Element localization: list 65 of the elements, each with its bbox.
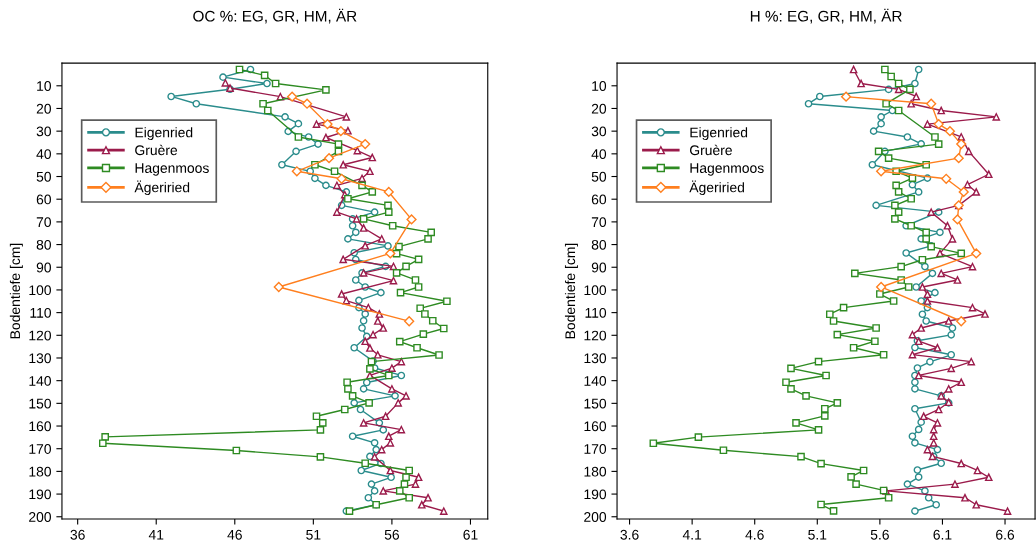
y-tick-label: 70 [591, 217, 607, 228]
legend-label: Hagenmoos [690, 163, 764, 176]
y-tick-label: 150 [29, 398, 51, 409]
y-tick-label: 20 [36, 103, 51, 114]
x-tick-label: 36 [70, 529, 85, 540]
y-axis-title: Bodentiefe [cm] [9, 243, 23, 339]
y-tick-label: 90 [36, 262, 51, 273]
y-tick-label: 50 [591, 171, 607, 182]
y-tick-label: 180 [29, 466, 51, 477]
x-tick-label: 6.1 [933, 529, 952, 540]
y-tick-label: 80 [591, 239, 607, 250]
y-tick-label: 190 [584, 489, 607, 500]
x-tick-label: 61 [463, 529, 478, 540]
y-tick-label: 80 [36, 239, 51, 250]
y-tick-label: 120 [29, 330, 51, 341]
y-tick-label: 40 [36, 149, 51, 160]
chart-title: H %: EG, GR, HM, ÄR [750, 8, 902, 24]
y-tick-label: 10 [37, 81, 51, 91]
y-tick-label: 130 [584, 353, 607, 364]
x-tick-label: 51 [306, 529, 321, 540]
legend-label: Eigenried [690, 127, 748, 141]
x-tick-label: 46 [227, 529, 242, 540]
x-tick-label: 3.6 [620, 529, 639, 540]
y-tick-label: 90 [591, 262, 607, 273]
y-tick-label: 20 [591, 103, 607, 114]
y-tick-label: 110 [585, 307, 607, 318]
y-tick-label: 180 [584, 466, 607, 477]
y-tick-label: 100 [584, 285, 607, 296]
x-tick-label: 5.1 [808, 529, 827, 540]
legend-label: Gruère [135, 144, 178, 156]
legend-label: Ägeriried [689, 180, 744, 196]
y-tick-label: 60 [591, 194, 607, 205]
y-axis-title: Bodentiefe [cm] [564, 243, 578, 339]
y-tick-label: 200 [29, 512, 51, 522]
x-tick-label: 4.6 [745, 529, 764, 540]
y-tick-label: 70 [36, 217, 51, 228]
y-tick-label: 120 [584, 330, 607, 341]
y-tick-label: 150 [584, 398, 607, 409]
y-tick-label: 30 [591, 126, 607, 137]
y-tick-label: 40 [591, 149, 607, 160]
x-tick-label: 5.6 [870, 529, 889, 540]
chart-title: OC %: EG, GR, HM, ÄR [193, 8, 357, 24]
legend-label: Gruère [690, 144, 732, 156]
y-tick-label: 140 [29, 376, 51, 386]
x-tick-label: 6.6 [996, 529, 1015, 540]
y-tick-label: 100 [29, 285, 51, 296]
y-tick-label: 110 [30, 307, 51, 318]
y-tick-label: 170 [29, 444, 51, 454]
y-tick-label: 160 [584, 421, 607, 432]
legend-label: Hagenmoos [135, 163, 209, 176]
y-tick-label: 10 [592, 81, 607, 91]
x-tick-label: 41 [148, 529, 164, 540]
y-tick-label: 130 [29, 353, 51, 364]
y-tick-label: 170 [584, 444, 607, 454]
x-tick-label: 56 [384, 529, 400, 540]
y-tick-label: 60 [36, 194, 51, 205]
y-tick-label: 200 [584, 512, 607, 522]
legend-label: Ägeriried [134, 180, 190, 196]
y-tick-label: 190 [29, 489, 51, 500]
legend-label: Eigenried [135, 127, 193, 141]
y-tick-label: 160 [29, 421, 51, 432]
y-tick-label: 50 [36, 171, 51, 182]
y-tick-label: 140 [584, 376, 607, 386]
y-tick-label: 30 [36, 126, 51, 137]
x-tick-label: 4.1 [682, 529, 702, 540]
